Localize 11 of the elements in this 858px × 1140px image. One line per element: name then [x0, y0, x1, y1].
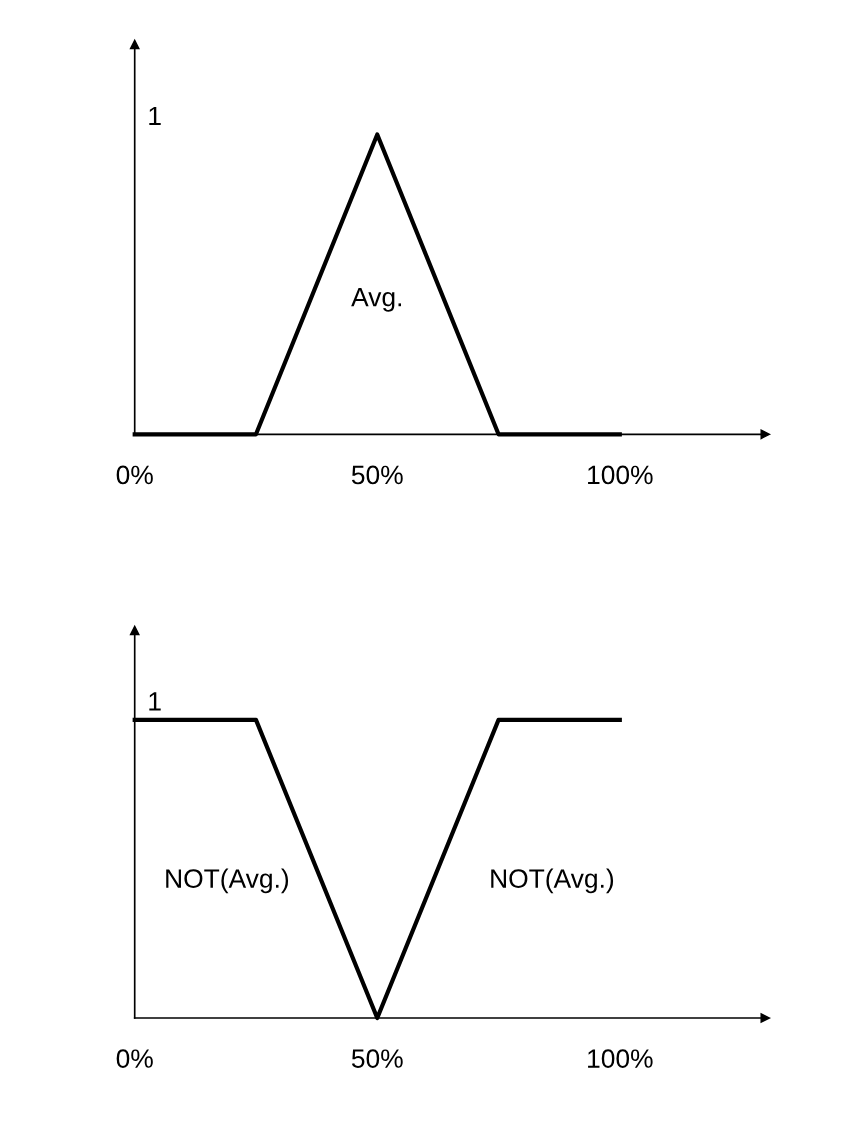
x-tick-label: 50%: [351, 465, 403, 485]
annotation: Avg.: [351, 288, 402, 312]
annotation: NOT(Avg.): [491, 868, 614, 894]
x-tick-label: 100%: [588, 1049, 653, 1068]
annotation: NOT(Avg.): [166, 868, 289, 894]
x-tick-label: 50%: [351, 1049, 403, 1068]
text: 1: [149, 692, 161, 711]
x-tick-label: 100%: [588, 465, 653, 485]
x-tick-label: 0%: [116, 1049, 153, 1068]
x-tick-label: 0%: [116, 465, 153, 485]
text: 1: [149, 106, 161, 126]
